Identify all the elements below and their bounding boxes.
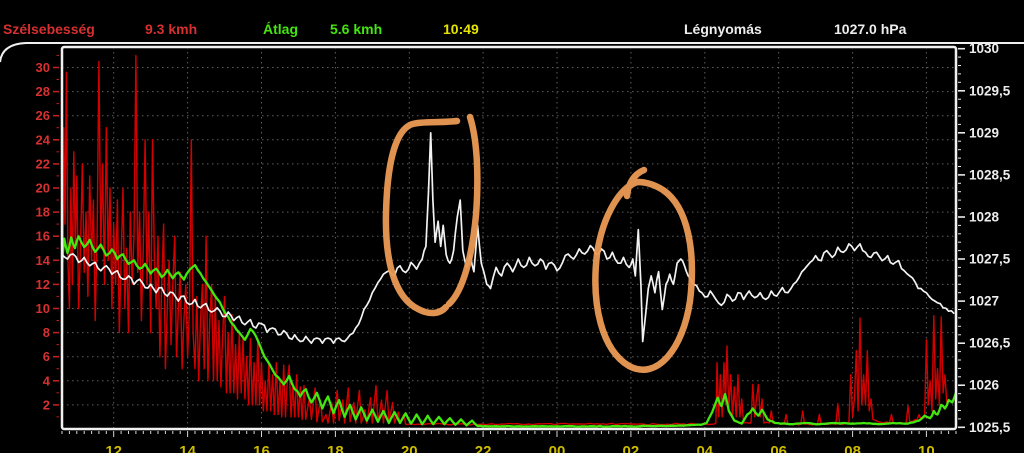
svg-text:30: 30 bbox=[36, 60, 50, 75]
svg-text:26: 26 bbox=[36, 108, 50, 123]
annotation-stroke-3 bbox=[592, 178, 696, 373]
svg-text:20: 20 bbox=[36, 181, 50, 196]
pressure-series bbox=[63, 131, 955, 345]
wind-avg-series bbox=[63, 235, 955, 428]
svg-text:22: 22 bbox=[475, 443, 492, 453]
svg-text:1027,5: 1027,5 bbox=[969, 252, 1011, 267]
svg-text:10: 10 bbox=[36, 301, 50, 316]
svg-text:1026,5: 1026,5 bbox=[969, 336, 1011, 351]
panel-top-border bbox=[0, 42, 1024, 63]
svg-text:1027: 1027 bbox=[969, 294, 999, 309]
svg-text:1026: 1026 bbox=[969, 378, 1000, 393]
svg-text:20: 20 bbox=[401, 443, 418, 453]
svg-text:06: 06 bbox=[770, 443, 787, 453]
x-axis-labels: 12 14 16 18 20 22 00 02 04 06 08 10 bbox=[105, 443, 934, 453]
svg-text:1029,5: 1029,5 bbox=[969, 83, 1011, 98]
svg-text:04: 04 bbox=[696, 443, 713, 453]
clock-time: 10:49 bbox=[443, 21, 479, 37]
svg-text:1028: 1028 bbox=[969, 210, 1000, 225]
svg-text:02: 02 bbox=[623, 443, 640, 453]
axis-ticks bbox=[53, 47, 965, 437]
svg-text:10: 10 bbox=[918, 443, 935, 453]
svg-text:28: 28 bbox=[36, 84, 50, 99]
svg-text:08: 08 bbox=[844, 443, 861, 453]
wind-speed-value: 9.3 kmh bbox=[145, 21, 198, 37]
svg-text:16: 16 bbox=[253, 443, 270, 453]
right-axis-labels: 1025,5 1026 1026,5 1027 1027,5 1028 1028,5 1029… bbox=[969, 41, 1011, 435]
annotation-circles bbox=[382, 113, 696, 373]
svg-text:1025,5: 1025,5 bbox=[969, 420, 1011, 435]
svg-text:18: 18 bbox=[36, 205, 50, 220]
plot-frame bbox=[60, 45, 958, 431]
svg-text:14: 14 bbox=[36, 253, 51, 268]
wind-average-label: Átlag bbox=[263, 21, 298, 37]
annotation-stroke-2 bbox=[445, 113, 481, 308]
svg-text:16: 16 bbox=[36, 229, 50, 244]
chart-header: Szélsebesség 9.3 kmh Átlag 5.6 kmh 10:49… bbox=[0, 0, 1024, 42]
svg-text:2: 2 bbox=[43, 397, 50, 412]
svg-text:8: 8 bbox=[43, 325, 50, 340]
pressure-value: 1027.0 hPa bbox=[834, 21, 907, 37]
svg-text:12: 12 bbox=[36, 277, 50, 292]
pressure-label: Légnyomás bbox=[684, 21, 762, 37]
wind-gust-series bbox=[63, 54, 948, 426]
svg-text:4: 4 bbox=[43, 373, 51, 388]
svg-text:12: 12 bbox=[105, 443, 122, 453]
svg-text:6: 6 bbox=[43, 349, 50, 364]
svg-text:24: 24 bbox=[36, 132, 51, 147]
wind-speed-label: Szélsebesség bbox=[3, 21, 95, 37]
annotation-stroke-4 bbox=[623, 166, 648, 200]
annotation-stroke-1 bbox=[382, 117, 461, 317]
svg-text:1029: 1029 bbox=[969, 125, 999, 140]
svg-text:00: 00 bbox=[549, 443, 566, 453]
svg-text:1028,5: 1028,5 bbox=[969, 167, 1011, 182]
svg-text:22: 22 bbox=[36, 156, 50, 171]
svg-text:14: 14 bbox=[179, 443, 196, 453]
wind-average-value: 5.6 kmh bbox=[330, 21, 383, 37]
grid-lines bbox=[62, 47, 956, 429]
svg-text:1030: 1030 bbox=[969, 41, 999, 56]
svg-text:18: 18 bbox=[327, 443, 344, 453]
